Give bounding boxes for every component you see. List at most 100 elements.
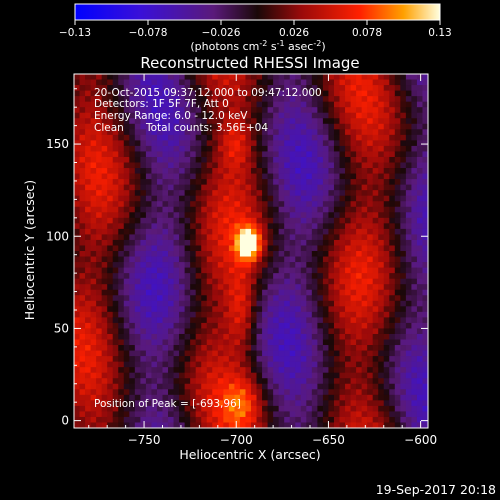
heatmap-cell <box>217 273 224 280</box>
heatmap-cell <box>306 372 313 379</box>
heatmap-cell <box>206 383 213 390</box>
heatmap-cell <box>129 234 136 241</box>
heatmap-cell <box>134 383 141 390</box>
heatmap-cell <box>96 306 103 313</box>
heatmap-cell <box>112 306 119 313</box>
heatmap-cell <box>112 179 119 186</box>
heatmap-cell <box>239 156 246 163</box>
heatmap-cell <box>416 173 423 180</box>
heatmap-cell <box>284 378 291 385</box>
heatmap-cell <box>367 212 374 219</box>
heatmap-cell <box>112 206 119 213</box>
heatmap-cell <box>389 333 396 340</box>
heatmap-cell <box>190 273 197 280</box>
heatmap-cell <box>195 151 202 158</box>
heatmap-cell <box>223 422 230 429</box>
heatmap-cell <box>367 300 374 307</box>
heatmap-cell <box>179 333 186 340</box>
heatmap-cell <box>361 394 368 401</box>
heatmap-cell <box>328 289 335 296</box>
heatmap-cell <box>101 173 108 180</box>
heatmap-cell <box>422 367 429 374</box>
heatmap-cell <box>140 267 147 274</box>
heatmap-cell <box>212 328 219 335</box>
heatmap-cell <box>372 156 379 163</box>
heatmap-cell <box>333 212 340 219</box>
heatmap-cell <box>239 306 246 313</box>
heatmap-cell <box>228 190 235 197</box>
heatmap-cell <box>234 201 241 208</box>
heatmap-cell <box>267 145 274 152</box>
heatmap-cell <box>317 251 324 257</box>
heatmap-cell <box>333 123 340 130</box>
heatmap-cell <box>278 422 285 429</box>
heatmap-cell <box>262 239 268 246</box>
heatmap-cell <box>123 267 130 274</box>
heatmap-cell <box>123 118 130 125</box>
heatmap-cell <box>168 267 174 274</box>
heatmap-cell <box>179 378 186 385</box>
heatmap-cell <box>251 416 257 423</box>
heatmap-cell <box>383 400 390 407</box>
heatmap-cell <box>350 422 357 429</box>
heatmap-cell <box>123 372 130 379</box>
heatmap-cell <box>350 156 357 163</box>
heatmap-cell <box>145 356 152 363</box>
heatmap-cell <box>85 278 91 285</box>
heatmap-cell <box>217 168 224 174</box>
heatmap-cell <box>311 223 318 230</box>
heatmap-cell <box>206 179 213 186</box>
heatmap-cell <box>356 184 363 191</box>
heatmap-cell <box>251 295 257 302</box>
heatmap-cell <box>234 278 241 285</box>
heatmap-cell <box>405 101 412 108</box>
heatmap-cell <box>195 162 202 169</box>
heatmap-cell <box>140 79 147 86</box>
heatmap-cell <box>190 173 197 180</box>
heatmap-cell <box>311 245 318 252</box>
heatmap-cell <box>168 372 174 379</box>
heatmap-cell <box>322 300 329 307</box>
heatmap-cell <box>179 405 186 412</box>
heatmap-cell <box>239 90 246 97</box>
heatmap-cell <box>367 361 374 368</box>
heatmap-cell <box>85 173 91 180</box>
heatmap-cell <box>262 212 268 219</box>
heatmap-cell <box>195 311 202 318</box>
heatmap-cell <box>339 195 346 202</box>
heatmap-cell <box>90 201 97 208</box>
heatmap-cell <box>123 306 130 313</box>
heatmap-cell <box>411 400 418 407</box>
heatmap-cell <box>212 300 219 307</box>
heatmap-cell <box>151 262 158 268</box>
heatmap-cell <box>389 206 396 213</box>
heatmap-cell <box>262 184 268 191</box>
heatmap-cell <box>322 350 329 357</box>
heatmap-cell <box>295 118 302 125</box>
heatmap-cell <box>217 389 224 396</box>
heatmap-cell <box>367 162 374 169</box>
heatmap-cell <box>173 223 180 230</box>
heatmap-cell <box>217 394 224 401</box>
heatmap-cell <box>234 267 241 274</box>
heatmap-cell <box>151 311 158 318</box>
heatmap-cell <box>356 284 363 291</box>
heatmap-cell <box>394 345 401 351</box>
heatmap-cell <box>212 134 219 141</box>
heatmap-cell <box>101 284 108 291</box>
heatmap-cell <box>156 411 163 418</box>
heatmap-cell <box>333 228 340 235</box>
heatmap-cell <box>361 168 368 174</box>
heatmap-cell <box>90 273 97 280</box>
heatmap-cell <box>156 101 163 108</box>
heatmap-cell <box>118 300 125 307</box>
heatmap-cell <box>245 267 252 274</box>
heatmap-cell <box>190 345 197 351</box>
heatmap-cell <box>195 328 202 335</box>
heatmap-cell <box>333 389 340 396</box>
heatmap-cell <box>345 129 351 136</box>
heatmap-cell <box>179 190 186 197</box>
heatmap-cell <box>228 405 235 412</box>
heatmap-cell <box>162 367 169 374</box>
heatmap-cell <box>361 284 368 291</box>
